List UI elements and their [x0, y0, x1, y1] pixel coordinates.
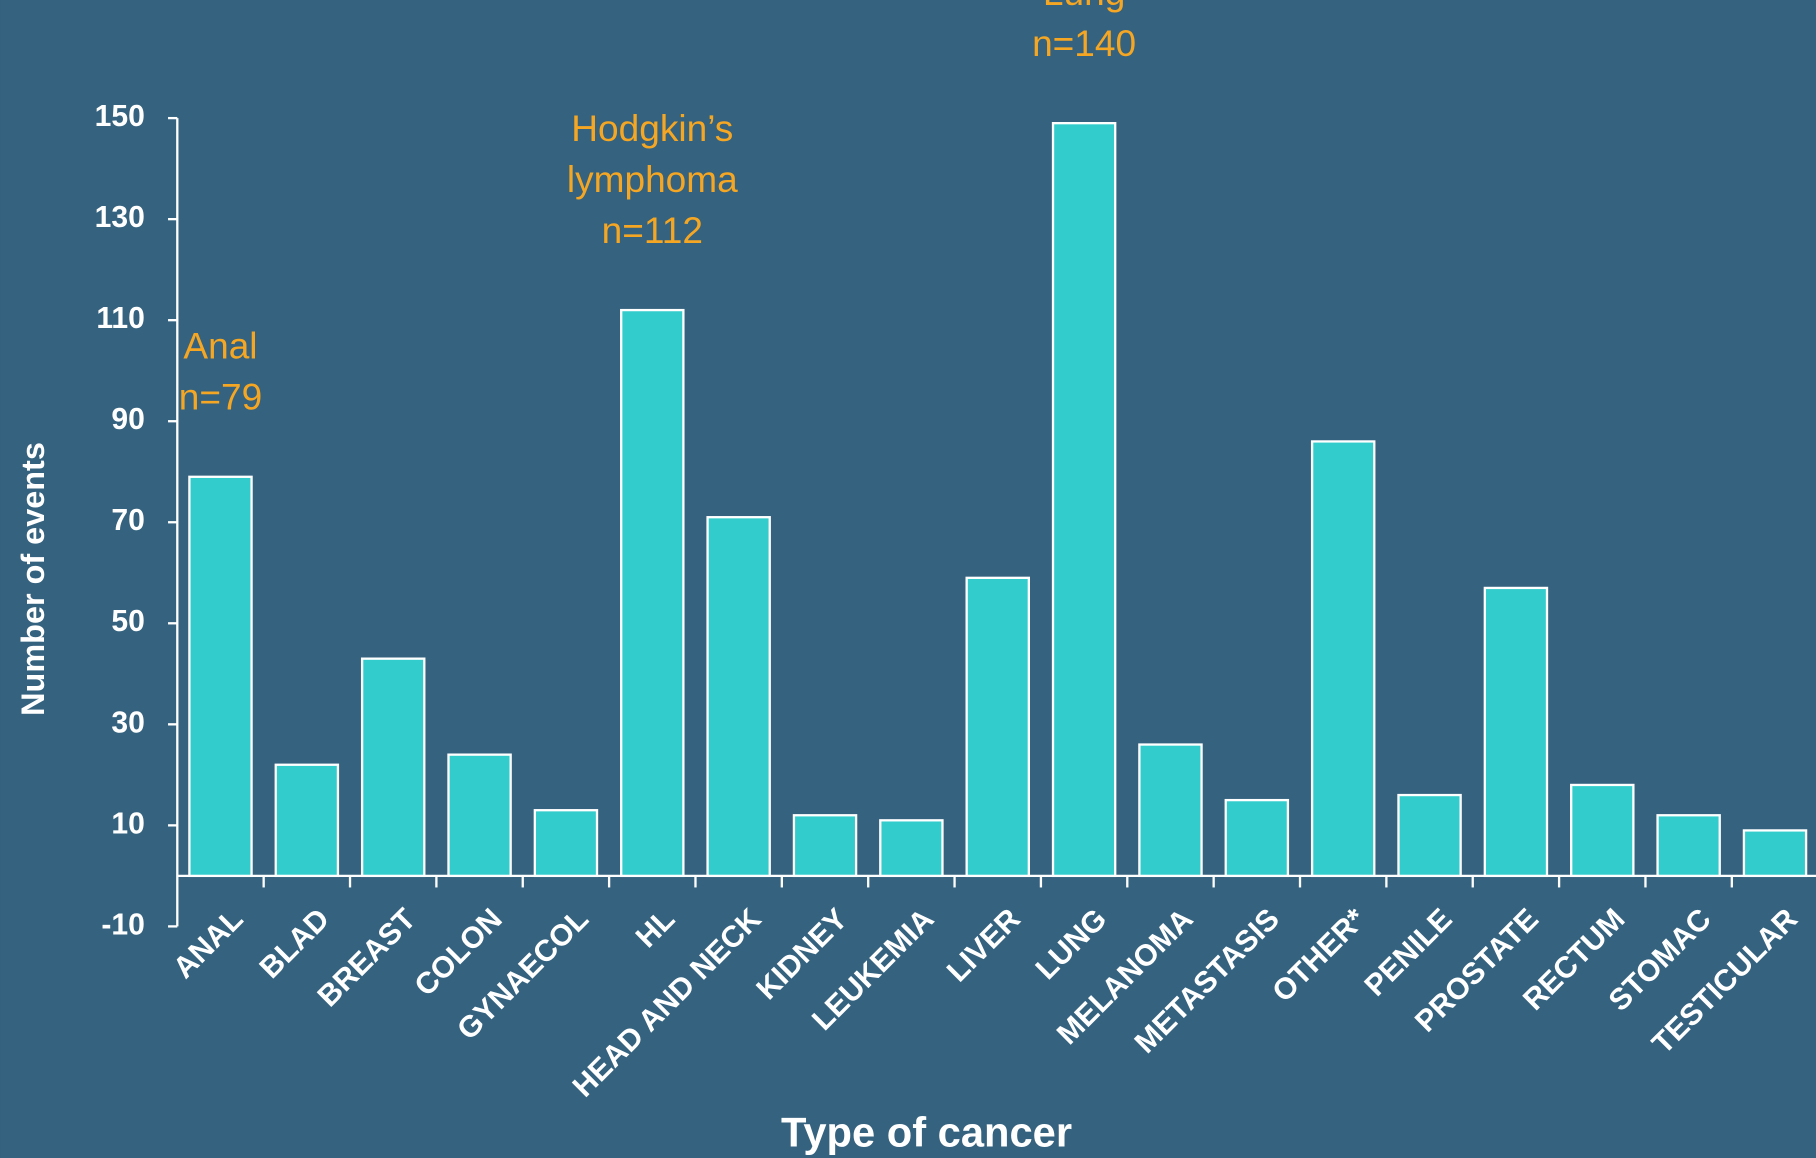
y-tick-label: 150 — [95, 100, 145, 133]
y-tick-label: 10 — [111, 807, 144, 840]
annotation: Hodgkin’s — [571, 107, 733, 149]
bar — [1397, 793, 1462, 878]
annotation: n=79 — [179, 376, 262, 418]
bar — [447, 753, 512, 878]
annotation: n=140 — [1032, 22, 1136, 64]
annotation: n=112 — [602, 209, 703, 251]
bar — [1483, 586, 1549, 878]
bar — [620, 308, 685, 878]
bar — [533, 809, 599, 878]
y-tick-label: 70 — [111, 504, 144, 537]
bar — [274, 763, 340, 878]
bar — [1224, 798, 1290, 878]
y-tick-label: 30 — [111, 706, 144, 739]
bar — [188, 475, 253, 878]
bar — [879, 819, 944, 878]
annotation: Lung — [1043, 0, 1125, 13]
y-tick-label: 130 — [95, 201, 145, 234]
y-tick-label: -10 — [101, 908, 145, 941]
y-tick-label: 90 — [111, 403, 144, 436]
y-tick-label: 110 — [96, 302, 145, 335]
bar — [965, 576, 1030, 878]
x-axis-title: Type of cancer — [781, 1108, 1072, 1155]
bar — [1138, 743, 1203, 878]
bar — [1656, 814, 1721, 878]
annotation: lymphoma — [567, 158, 738, 200]
annotation: Anal — [183, 325, 257, 367]
y-axis-title: Number of events — [15, 442, 51, 716]
bar — [1742, 829, 1808, 878]
bar — [1051, 122, 1117, 878]
bar — [1570, 783, 1635, 878]
bar — [792, 814, 858, 878]
bar — [1310, 440, 1376, 878]
bar — [706, 516, 771, 878]
y-tick-label: 50 — [111, 605, 144, 638]
bar — [360, 657, 426, 878]
